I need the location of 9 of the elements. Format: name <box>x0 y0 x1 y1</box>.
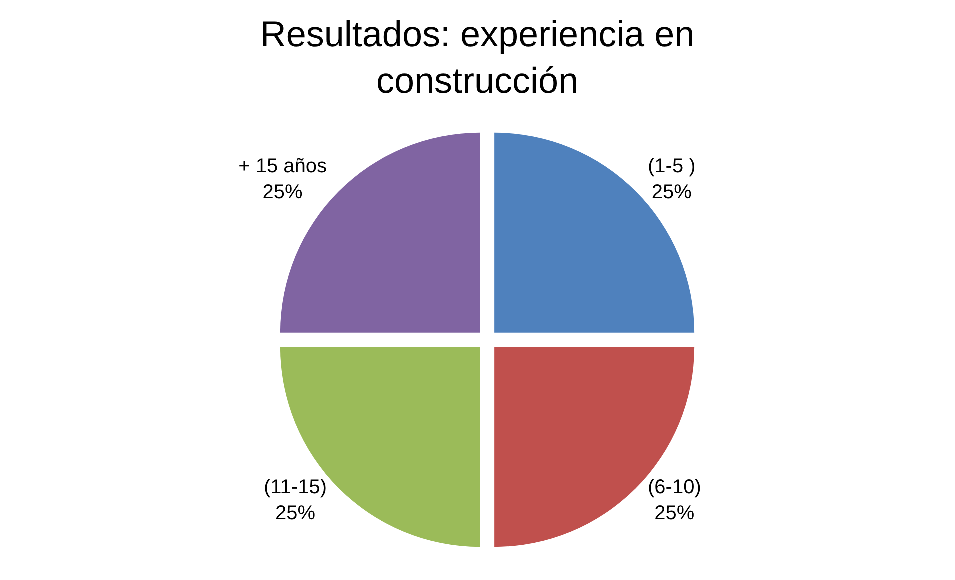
slice-label: (6-10) <box>648 476 702 498</box>
data-label: 25% <box>275 502 316 524</box>
data-label: 25% <box>654 502 695 524</box>
slice-label: (1-5 ) <box>648 156 696 178</box>
chart-title: Resultados: experiencia en construcción <box>260 13 695 102</box>
slice-label: (11-15) <box>264 476 328 498</box>
data-label: 25% <box>262 182 304 204</box>
data-label: 25% <box>652 182 692 204</box>
slice-label: + 15 años <box>238 156 328 178</box>
